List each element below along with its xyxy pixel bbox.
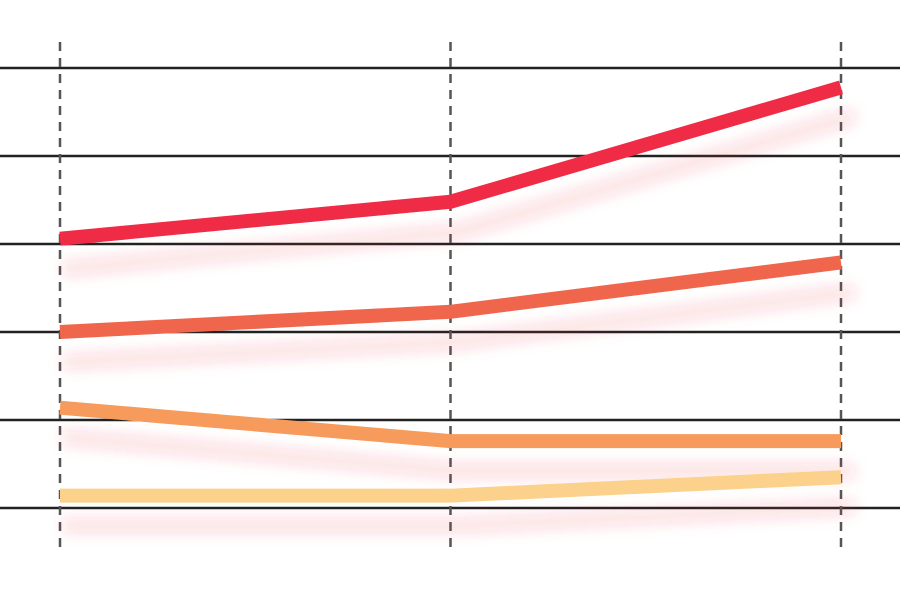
- series-shadow-3: [61, 430, 856, 479]
- series-shadow-4: [61, 500, 856, 533]
- line-shadows: [61, 110, 856, 533]
- series-lines: [59, 80, 843, 503]
- series-shadow-2: [61, 285, 856, 369]
- series-line-3: [59, 400, 841, 449]
- series-shadow-1: [61, 110, 856, 276]
- series-line-2: [59, 255, 842, 339]
- series-line-4: [60, 470, 842, 503]
- series-line-1: [59, 80, 843, 246]
